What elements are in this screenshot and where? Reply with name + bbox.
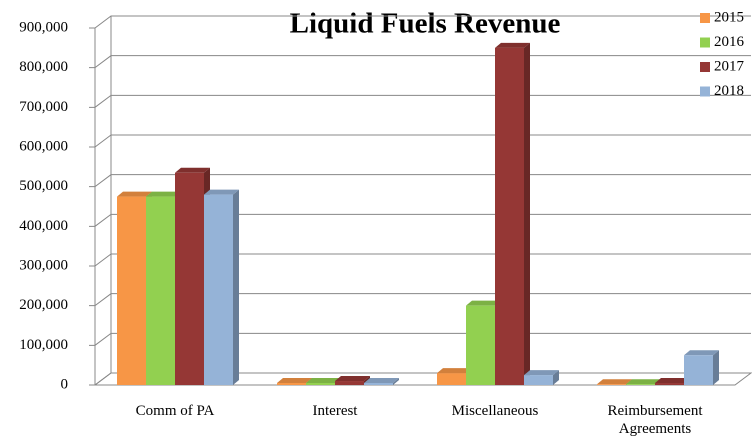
grid-line (89, 253, 751, 267)
bar (626, 384, 655, 385)
y-tick-label: 0 (61, 376, 69, 392)
grid-line (89, 94, 751, 108)
bar (495, 47, 524, 385)
bar (204, 194, 233, 385)
legend-swatch (700, 13, 710, 23)
y-tick-label: 500,000 (19, 178, 68, 194)
bar (655, 383, 684, 385)
bar-top (437, 368, 472, 374)
bar (597, 384, 626, 385)
bar-top (335, 376, 370, 382)
bar-side (233, 189, 239, 385)
bar-side (713, 350, 719, 385)
bar-top (466, 300, 501, 306)
x-tick-label: Miscellaneous (451, 403, 539, 419)
bar (466, 305, 495, 385)
bar-side (524, 42, 530, 385)
bar (277, 383, 306, 385)
bar-top (306, 378, 341, 384)
legend-swatch (700, 62, 710, 72)
legend-label: 2018 (714, 83, 744, 99)
bar-side (553, 370, 559, 385)
bar-top (597, 379, 632, 385)
x-tick-label: Comm of PA (135, 403, 215, 419)
chart-title: Liquid Fuels Revenue (290, 8, 561, 40)
bar-top (524, 370, 559, 376)
bar-top (204, 189, 239, 195)
bar (146, 196, 175, 385)
bar-top (684, 350, 719, 356)
x-tick-label: Reimbursement Agreements (607, 403, 703, 437)
grid-line (89, 174, 751, 188)
x-tick-label: Interest (312, 403, 358, 419)
legend-label: 2017 (714, 58, 745, 74)
grid-line (89, 332, 751, 346)
y-tick-label: 400,000 (19, 218, 68, 234)
y-tick-label: 200,000 (19, 297, 68, 313)
bar (175, 172, 204, 385)
grid-line (89, 213, 751, 227)
bar-top (364, 378, 399, 384)
y-tick-label: 300,000 (19, 257, 68, 273)
bar-top (626, 379, 661, 385)
bar-top (277, 378, 312, 384)
bar (335, 381, 364, 385)
y-tick-label: 700,000 (19, 99, 68, 115)
bar-top (495, 42, 530, 48)
grid-line (89, 293, 751, 307)
bar (364, 383, 393, 385)
y-tick-label: 800,000 (19, 59, 68, 75)
grid-line (89, 55, 751, 69)
bar (437, 373, 466, 385)
legend-label: 2016 (714, 34, 745, 50)
y-tick-label: 100,000 (19, 337, 68, 353)
y-tick-label: 600,000 (19, 138, 68, 154)
bar (684, 355, 713, 385)
bar (117, 196, 146, 385)
legend-swatch (700, 37, 710, 48)
grid-line (89, 15, 751, 29)
bar-side (393, 378, 399, 385)
y-tick-label: 900,000 (19, 19, 68, 35)
legend-swatch (700, 86, 710, 97)
grid-line (89, 372, 751, 386)
bar-top (146, 191, 181, 197)
bar (306, 383, 335, 385)
bar (524, 375, 553, 385)
bar-top (117, 191, 152, 197)
bar-top (175, 167, 210, 173)
bar-top (655, 378, 690, 384)
grid-line (89, 134, 751, 148)
legend-label: 2015 (714, 9, 744, 25)
